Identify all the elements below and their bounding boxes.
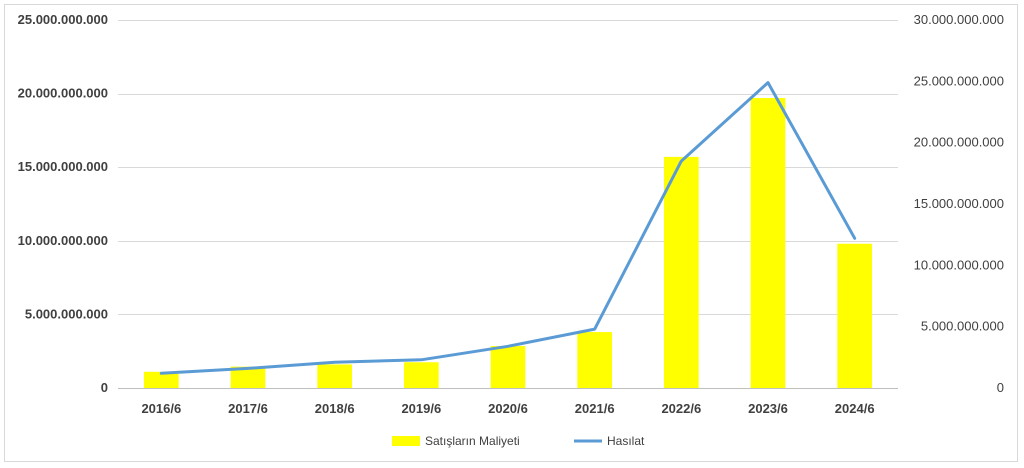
bar [317,364,352,388]
bar [230,366,266,388]
bar [490,346,526,388]
left-tick-label: 15.000.000.000 [18,159,108,174]
right-tick-label: 0 [997,380,1004,395]
legend-swatch-bar [392,436,420,446]
right-tick-label: 20.000.000.000 [914,135,1004,150]
left-tick-label: 5.000.000.000 [25,306,108,321]
right-tick-label: 5.000.000.000 [921,319,1004,334]
legend: Satışların Maliyeti Hasılat [392,434,645,448]
right-tick-label: 30.000.000.000 [914,12,1004,27]
left-tick-label: 20.000.000.000 [18,86,108,101]
left-tick-label: 0 [101,380,108,395]
bar [664,156,699,388]
bar [144,371,179,388]
right-tick-label: 25.000.000.000 [914,73,1004,88]
x-tick-label: 2024/6 [835,401,875,416]
bar [577,332,612,388]
x-tick-label: 2018/6 [315,401,355,416]
bar [750,98,786,389]
x-tick-label: 2019/6 [401,401,441,416]
x-axis: 2016/6 2017/6 2018/6 2019/6 2020/6 2021/6 2022… [141,401,874,416]
x-tick-label: 2021/6 [575,401,615,416]
right-axis: 0 5.000.000.000 10.000.000.000 15.000.000.0… [914,12,1004,395]
bar [837,243,872,388]
legend-label-bar: Satışların Maliyeti [425,434,520,448]
bar-series [144,98,872,389]
left-tick-label: 25.000.000.000 [18,12,108,27]
x-tick-label: 2016/6 [141,401,181,416]
right-tick-label: 10.000.000.000 [914,257,1004,272]
legend-label-line: Hasılat [607,434,645,448]
bar [404,362,439,388]
x-tick-label: 2020/6 [488,401,528,416]
x-tick-label: 2023/6 [748,401,788,416]
x-tick-label: 2022/6 [661,401,701,416]
left-axis: 0 5.000.000.000 10.000.000.000 15.000.000.0… [18,12,108,395]
line-series [159,81,857,375]
line-path [159,81,857,375]
left-tick-label: 10.000.000.000 [18,233,108,248]
x-tick-label: 2017/6 [228,401,268,416]
right-tick-label: 15.000.000.000 [914,196,1004,211]
